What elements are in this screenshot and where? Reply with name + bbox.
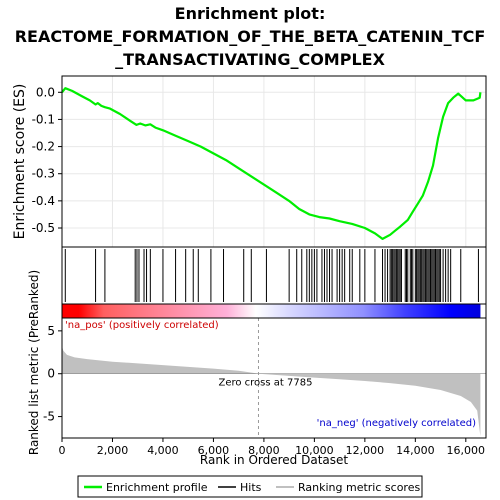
es-y-tick-label: -0.2: [32, 140, 55, 154]
metric-y-tick-label: 0: [47, 367, 55, 381]
metric-y-axis-label: Ranked list metric (PreRanked): [27, 270, 41, 455]
legend-label-hits: Hits: [240, 481, 262, 494]
ranking-metric-area: [62, 346, 481, 437]
x-tick-label: 12,000: [346, 444, 385, 457]
x-tick-label: 0: [59, 444, 66, 457]
ranked-color-bar: [62, 304, 481, 318]
x-tick-label: 6,000: [198, 444, 230, 457]
es-y-tick-label: -0.5: [32, 221, 55, 235]
metric-y-tick-label: -5: [43, 410, 55, 424]
zero-cross-annotation: Zero cross at 7785: [218, 378, 312, 389]
x-tick-label: 2,000: [97, 444, 129, 457]
x-axis-label: Rank in Ordered Dataset: [200, 453, 348, 467]
es-y-tick-label: -0.3: [32, 167, 55, 181]
legend-label-ranking-metric: Ranking metric scores: [298, 481, 420, 494]
x-tick-label: 8,000: [248, 444, 280, 457]
na-neg-annotation: 'na_neg' (negatively correlated): [317, 418, 476, 429]
enrichment-profile-line: [61, 87, 482, 240]
es-y-tick-label: -0.1: [32, 112, 55, 126]
x-tick-label: 10,000: [295, 444, 334, 457]
metric-panel-frame: [61, 317, 487, 439]
es-y-tick-label: -0.4: [32, 194, 55, 208]
x-tick-label: 4,000: [147, 444, 179, 457]
na-pos-annotation: 'na_pos' (positively correlated): [65, 320, 219, 331]
metric-y-tick-label: 5: [47, 324, 55, 338]
chart-title-line-1: Enrichment plot:: [174, 4, 326, 23]
chart-title-line-3: _TRANSACTIVATING_COMPLEX: [115, 50, 385, 69]
x-tick-label: 16,000: [447, 444, 486, 457]
hits-panel-frame: [61, 246, 487, 305]
es-y-axis-label: Enrichment score (ES): [12, 84, 28, 240]
x-tick-label: 14,000: [396, 444, 435, 457]
legend-box: [77, 475, 423, 498]
es-panel-background: [62, 76, 486, 247]
legend-label-enrichment-profile: Enrichment profile: [106, 481, 208, 494]
es-y-tick-label: 0.0: [36, 85, 55, 99]
chart-title-line-2: REACTOME_FORMATION_OF_THE_BETA_CATENIN_T…: [14, 27, 486, 46]
